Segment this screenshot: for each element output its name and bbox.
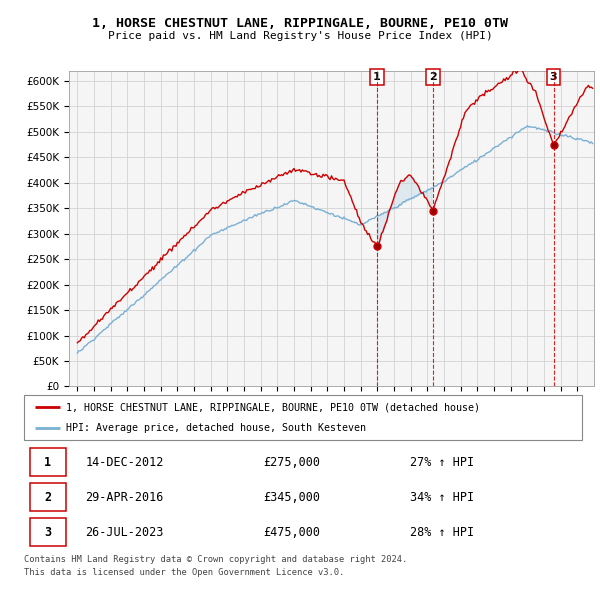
Text: Price paid vs. HM Land Registry's House Price Index (HPI): Price paid vs. HM Land Registry's House … — [107, 31, 493, 41]
Text: 29-APR-2016: 29-APR-2016 — [85, 490, 164, 504]
Text: 14-DEC-2012: 14-DEC-2012 — [85, 455, 164, 468]
Text: £345,000: £345,000 — [263, 490, 320, 504]
Text: 2: 2 — [44, 490, 51, 504]
Text: 27% ↑ HPI: 27% ↑ HPI — [410, 455, 475, 468]
Text: 1: 1 — [373, 72, 380, 82]
Text: £275,000: £275,000 — [263, 455, 320, 468]
Text: HPI: Average price, detached house, South Kesteven: HPI: Average price, detached house, Sout… — [66, 422, 366, 432]
Text: £475,000: £475,000 — [263, 526, 320, 539]
Text: Contains HM Land Registry data © Crown copyright and database right 2024.: Contains HM Land Registry data © Crown c… — [24, 555, 407, 563]
Text: 34% ↑ HPI: 34% ↑ HPI — [410, 490, 475, 504]
Text: This data is licensed under the Open Government Licence v3.0.: This data is licensed under the Open Gov… — [24, 568, 344, 576]
Text: 1, HORSE CHESTNUT LANE, RIPPINGALE, BOURNE, PE10 0TW: 1, HORSE CHESTNUT LANE, RIPPINGALE, BOUR… — [92, 17, 508, 30]
Text: 28% ↑ HPI: 28% ↑ HPI — [410, 526, 475, 539]
Text: 1: 1 — [44, 455, 51, 468]
FancyBboxPatch shape — [29, 483, 66, 512]
FancyBboxPatch shape — [29, 448, 66, 476]
Text: 3: 3 — [44, 526, 51, 539]
FancyBboxPatch shape — [24, 395, 582, 440]
FancyBboxPatch shape — [29, 518, 66, 546]
Text: 3: 3 — [550, 72, 557, 82]
Text: 26-JUL-2023: 26-JUL-2023 — [85, 526, 164, 539]
Text: 2: 2 — [429, 72, 437, 82]
Text: 1, HORSE CHESTNUT LANE, RIPPINGALE, BOURNE, PE10 0TW (detached house): 1, HORSE CHESTNUT LANE, RIPPINGALE, BOUR… — [66, 402, 480, 412]
